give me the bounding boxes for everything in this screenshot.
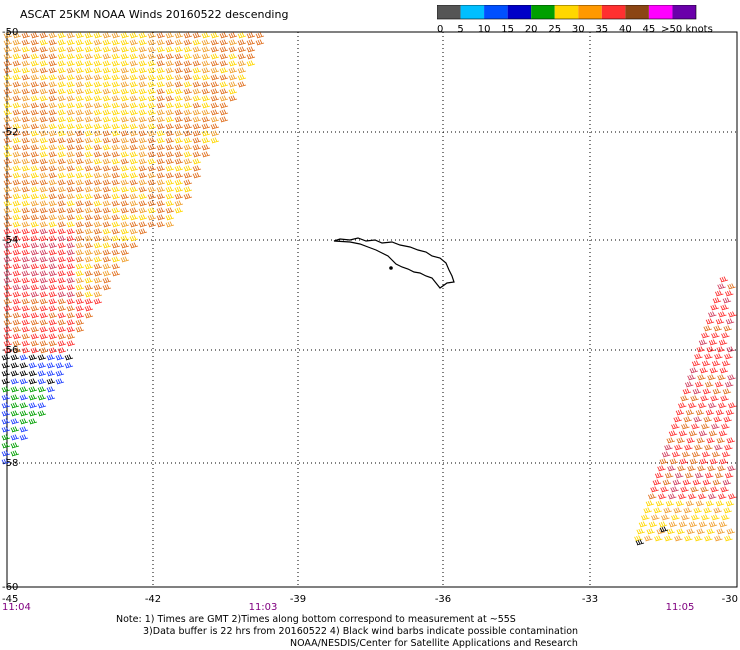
legend-label: 30: [572, 24, 585, 35]
longitude-label: -33: [582, 594, 598, 605]
latitude-label: -50: [2, 27, 18, 38]
legend-label: 5: [457, 24, 463, 35]
south-georgia-coastline: [333, 237, 455, 289]
legend-label: 10: [478, 24, 491, 35]
legend-swatch: [672, 5, 696, 19]
longitude-label: -30: [722, 594, 738, 605]
longitude-label: -39: [290, 594, 306, 605]
latitude-label: -54: [2, 235, 18, 246]
wind-speed-legend: 0 5 10 15 20 25 30 35 40 45 >50 knots: [437, 5, 713, 35]
wind-barbs: [1, 32, 737, 546]
note-line-1: Note: 1) Times are GMT 2)Times along bot…: [116, 614, 516, 625]
latitude-label: -56: [2, 345, 18, 356]
legend-label: 40: [619, 24, 632, 35]
legend-swatch: [578, 5, 602, 19]
legend-swatch: [554, 5, 579, 19]
graticule-grid: [7, 32, 737, 587]
note-line-3: NOAA/NESDIS/Center for Satellite Applica…: [290, 638, 578, 649]
legend-swatch: [648, 5, 673, 19]
legend-swatch: [531, 5, 555, 19]
map-title: ASCAT 25KM NOAA Winds 20160522 descendin…: [20, 8, 289, 21]
note-line-2: 3)Data buffer is 22 hrs from 20160522 4)…: [143, 626, 579, 637]
pass-time-label: 11:04: [2, 602, 31, 612]
legend-label: 35: [595, 24, 608, 35]
legend-label: 15: [501, 24, 514, 35]
pass-time-label: 11:03: [249, 602, 278, 612]
legend-swatch: [437, 5, 461, 19]
longitude-label: -42: [145, 594, 161, 605]
latitude-label: -52: [2, 127, 18, 138]
latitude-label: -60: [2, 582, 18, 593]
map-frame: [6, 31, 738, 588]
legend-label: 45: [643, 24, 656, 35]
legend-swatch: [484, 5, 508, 19]
legend-label: 25: [548, 24, 561, 35]
legend-swatch: [625, 5, 649, 19]
legend-label: 0: [437, 24, 443, 35]
pass-time-label: 11:05: [666, 602, 695, 612]
legend-swatch: [460, 5, 485, 19]
legend-swatch: [507, 5, 532, 19]
latitude-label: -58: [2, 458, 18, 469]
axis-labels: -50 -52 -54 -56 -58 -60-45 -42 -39 -36 -33 -30 11:0…: [2, 27, 738, 612]
legend-label: 20: [525, 24, 538, 35]
wind-map: -50 -52 -54 -56 -58 -60-45 -42 -39 -36 -33 -30 11:0…: [1, 27, 738, 612]
longitude-label: -36: [435, 594, 451, 605]
longitude-label: -45: [2, 594, 18, 605]
legend-swatch: [601, 5, 626, 19]
legend-label: >50 knots: [661, 24, 713, 35]
